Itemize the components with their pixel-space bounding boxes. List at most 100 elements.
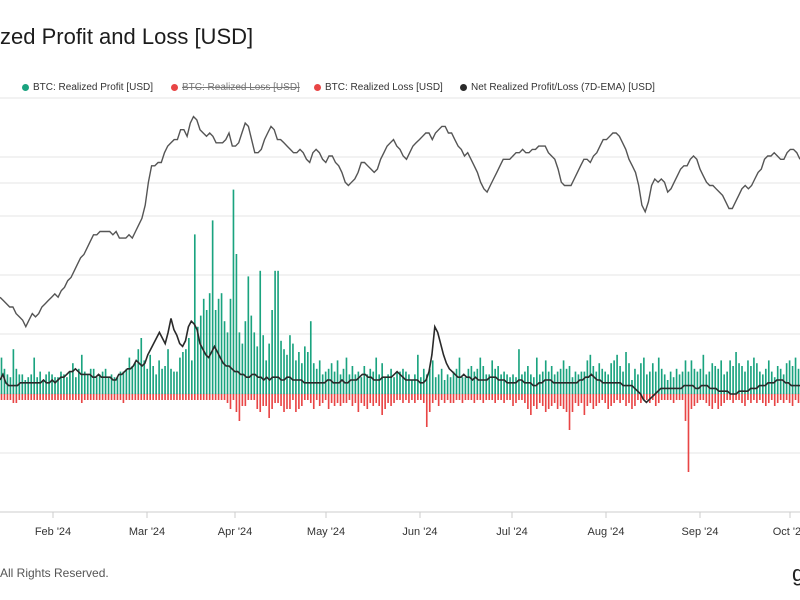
profit-bar xyxy=(134,363,137,394)
loss-bar xyxy=(565,394,568,412)
profit-bar xyxy=(75,377,77,394)
loss-bar xyxy=(678,394,681,400)
profit-bar xyxy=(702,354,705,394)
loss-bar xyxy=(720,394,723,406)
loss-bar xyxy=(422,394,425,403)
profit-bar xyxy=(473,371,476,394)
loss-bar xyxy=(324,394,327,400)
loss-bar xyxy=(672,394,675,403)
profit-bar xyxy=(24,380,27,394)
profit-bar xyxy=(202,298,205,394)
legend-dot-icon xyxy=(22,84,29,91)
profit-bar xyxy=(785,363,788,394)
loss-bar xyxy=(247,394,250,400)
loss-bar xyxy=(170,394,172,400)
profit-bar xyxy=(732,366,734,394)
profit-bar xyxy=(660,368,663,394)
loss-bar xyxy=(503,394,505,403)
loss-bar xyxy=(425,394,428,427)
profit-bar xyxy=(250,315,253,394)
price-line xyxy=(0,115,800,329)
loss-bar xyxy=(467,394,470,400)
loss-bar xyxy=(574,394,577,403)
loss-bar xyxy=(238,394,241,421)
loss-bar xyxy=(57,394,59,400)
loss-bar xyxy=(309,394,312,403)
loss-bar xyxy=(604,394,607,403)
loss-bar xyxy=(295,394,297,412)
loss-bar xyxy=(538,394,541,403)
loss-bar xyxy=(533,394,535,406)
profit-bar xyxy=(244,321,247,394)
profit-bar xyxy=(369,368,372,394)
profit-bar xyxy=(15,368,18,394)
loss-bar xyxy=(431,394,434,403)
legend-item-realized-profit[interactable]: BTC: Realized Profit [USD] xyxy=(22,82,153,93)
loss-bar xyxy=(610,394,612,406)
loss-bar xyxy=(256,394,259,409)
profit-bar xyxy=(759,371,761,394)
profit-bar xyxy=(779,368,782,394)
loss-bar xyxy=(342,394,345,403)
profit-bar xyxy=(402,368,404,394)
loss-bar xyxy=(363,394,366,406)
loss-bar xyxy=(226,394,229,403)
loss-bar xyxy=(241,394,244,406)
legend-item-realized-loss[interactable]: BTC: Realized Loss [USD] xyxy=(314,82,443,93)
legend-item-net-realized-ema[interactable]: Net Realized Profit/Loss (7D-EMA) [USD] xyxy=(460,82,655,93)
loss-bar xyxy=(446,394,449,400)
profit-bar xyxy=(494,368,496,394)
profit-bar xyxy=(384,377,386,394)
loss-bar xyxy=(393,394,395,403)
loss-bar xyxy=(452,394,455,403)
profit-bar xyxy=(375,357,378,394)
loss-bar xyxy=(83,394,86,400)
profit-bar xyxy=(559,368,562,394)
profit-bar xyxy=(449,377,452,394)
loss-bar xyxy=(164,394,166,400)
legend-label: BTC: Realized Profit [USD] xyxy=(33,82,154,93)
profit-bar xyxy=(666,380,669,394)
loss-bar xyxy=(663,394,666,400)
loss-bar xyxy=(60,394,62,400)
loss-bar xyxy=(339,394,342,406)
x-axis: Feb '24 Mar '24 Apr '24 May '24 Jun '24 Jul '… xyxy=(0,511,800,538)
profit-bar xyxy=(544,360,547,394)
loss-bar xyxy=(146,394,149,400)
profit-bar xyxy=(220,293,223,394)
profit-bar xyxy=(387,374,389,394)
profit-bar xyxy=(461,377,464,394)
loss-bar xyxy=(268,394,270,418)
loss-bar xyxy=(601,394,604,400)
loss-bar xyxy=(36,394,38,400)
profit-bar xyxy=(622,371,624,394)
loss-bar xyxy=(476,394,479,400)
profit-bar xyxy=(298,352,300,394)
loss-bar xyxy=(101,394,104,400)
profit-bar xyxy=(640,363,642,394)
profit-bar xyxy=(259,270,262,394)
profit-bar xyxy=(167,349,169,394)
profit-bar xyxy=(723,374,725,394)
profit-bar xyxy=(750,366,752,394)
profit-bar xyxy=(437,374,440,394)
loss-bar xyxy=(321,394,324,403)
profit-bar xyxy=(339,374,342,394)
loss-bar xyxy=(643,394,645,400)
profit-bar xyxy=(30,374,33,394)
loss-bar xyxy=(176,394,178,400)
profit-bar xyxy=(271,310,273,394)
loss-bar xyxy=(235,394,238,412)
loss-bar xyxy=(428,394,431,412)
loss-bar xyxy=(592,394,595,409)
legend-item-realized-loss-disabled[interactable]: BTC: Realized Loss [USD] xyxy=(171,82,300,93)
loss-bar xyxy=(360,394,363,403)
loss-bar xyxy=(205,394,208,400)
profit-bar xyxy=(253,332,256,394)
profit-bar xyxy=(518,349,520,394)
profit-bar xyxy=(45,374,47,394)
loss-bar xyxy=(747,394,749,400)
profit-bar xyxy=(527,366,529,394)
profit-bar xyxy=(634,368,636,394)
loss-bar xyxy=(675,394,678,400)
